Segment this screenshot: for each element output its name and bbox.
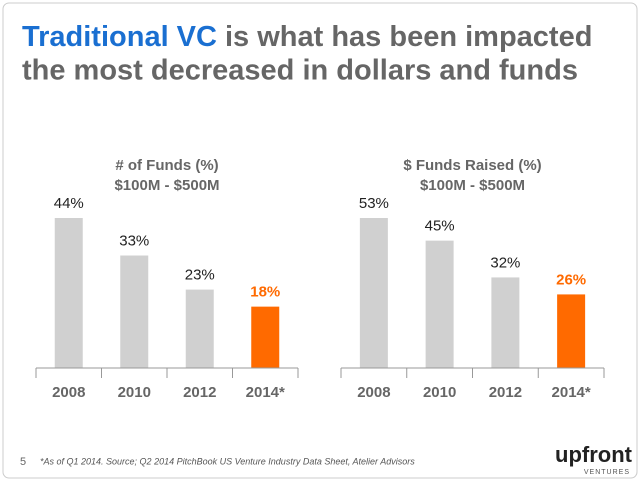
bar [491, 277, 520, 368]
title-highlight: Traditional VC [22, 21, 217, 53]
x-tick-label: 2012 [183, 384, 216, 401]
x-tick-label: 2010 [423, 384, 456, 401]
x-tick-label: 2010 [118, 384, 151, 401]
bar [185, 289, 214, 368]
value-label: 45% [425, 218, 455, 235]
footnote: *As of Q1 2014. Source; Q2 2014 PitchBoo… [40, 456, 415, 466]
x-tick-label: 2014* [246, 384, 285, 401]
bar [359, 218, 388, 368]
chart-title: # of Funds (%) [115, 157, 218, 174]
page-number: 5 [20, 456, 26, 468]
title-line-1: Traditional VC is what has been impacted [22, 21, 592, 53]
chart-title: $ Funds Raised (%) [403, 157, 541, 174]
slide-frame [2, 2, 638, 479]
value-label: 23% [185, 267, 215, 284]
bar [425, 240, 454, 368]
x-tick-label: 2014* [552, 384, 591, 401]
value-label: 33% [119, 232, 149, 249]
logo-sub: VENTURES [584, 469, 630, 476]
title-rest: is what has been impacted [225, 21, 592, 53]
title-line-2: the most decreased in dollars and funds [22, 55, 578, 87]
bar [54, 218, 83, 368]
x-tick-label: 2008 [52, 384, 85, 401]
bar [251, 306, 280, 368]
x-tick-label: 2008 [357, 384, 390, 401]
value-label: 18% [250, 284, 280, 301]
logo: upfront [555, 442, 633, 467]
value-label: 26% [556, 271, 586, 288]
value-label: 32% [490, 254, 520, 271]
value-label: 53% [359, 195, 389, 212]
bar [557, 294, 586, 368]
chart-subtitle: $100M - $500M [420, 177, 525, 194]
bar [120, 255, 149, 368]
chart-subtitle: $100M - $500M [114, 177, 219, 194]
value-label: 44% [54, 195, 84, 212]
x-tick-label: 2012 [489, 384, 522, 401]
